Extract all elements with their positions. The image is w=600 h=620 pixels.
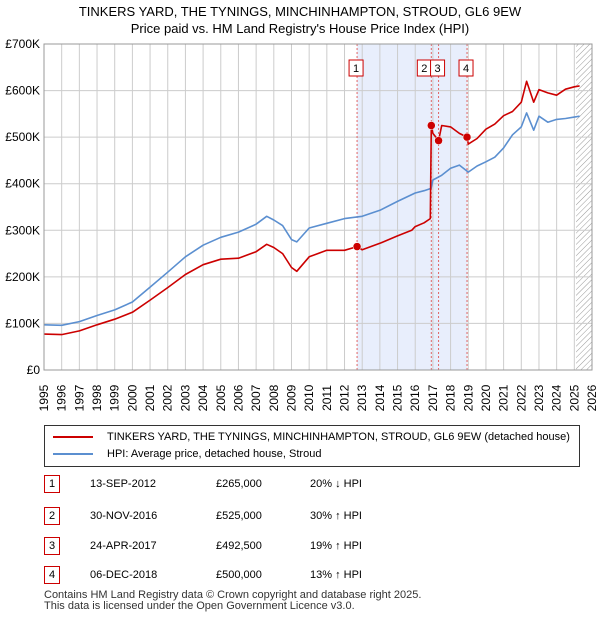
y-tick-label: £600K — [5, 84, 40, 98]
transaction-date: 24-APR-2017 — [90, 540, 157, 552]
legend-swatch-property — [53, 436, 93, 438]
footer-line-2: This data is licensed under the Open Gov… — [44, 600, 355, 612]
x-tick-label: 2024 — [550, 384, 564, 411]
forecast-hatch — [576, 44, 592, 370]
legend-item-property: TINKERS YARD, THE TYNINGS, MINCHINHAMPTO… — [53, 429, 570, 445]
legend-item-hpi: HPI: Average price, detached house, Stro… — [53, 446, 321, 462]
x-tick-label: 2011 — [320, 385, 334, 411]
sale-point — [462, 132, 472, 142]
sale-period-shade — [357, 44, 468, 370]
transaction-date: 30-NOV-2016 — [90, 510, 158, 522]
sale-badge-label: 1 — [353, 63, 359, 75]
transaction-price: £500,000 — [216, 569, 262, 581]
x-tick-label: 2004 — [196, 384, 210, 411]
x-tick-label: 2008 — [267, 384, 281, 411]
x-tick-label: 2006 — [231, 384, 245, 411]
sale-badge-label: 3 — [434, 63, 440, 75]
transaction-badge: 4 — [44, 566, 60, 584]
x-tick-label: 1998 — [90, 384, 104, 411]
x-tick-label: 2017 — [426, 384, 440, 411]
x-tick-label: 1995 — [37, 384, 51, 411]
legend-label-property: TINKERS YARD, THE TYNINGS, MINCHINHAMPTO… — [107, 431, 570, 443]
transaction-hpi: 30% ↑ HPI — [310, 510, 362, 522]
footer-line-1: Contains HM Land Registry data © Crown c… — [44, 589, 422, 601]
x-tick-label: 2019 — [461, 384, 475, 411]
x-tick-label: 2018 — [444, 384, 458, 411]
x-tick-label: 2025 — [567, 384, 581, 411]
sale-badge — [458, 59, 474, 77]
x-tick-label: 2007 — [249, 384, 263, 411]
x-tick-label: 2005 — [214, 384, 228, 411]
sale-badge — [348, 59, 364, 77]
y-tick-label: £0 — [27, 363, 41, 377]
sale-badge — [430, 59, 446, 77]
legend-swatch-hpi — [53, 453, 93, 455]
sale-point — [352, 242, 362, 251]
property-price-line — [44, 80, 580, 336]
chart-subtitle: Price paid vs. HM Land Registry's House … — [130, 21, 470, 36]
y-tick-label: £700K — [5, 37, 40, 51]
x-tick-label: 2009 — [284, 384, 298, 411]
sale-badge-label: 2 — [421, 63, 427, 75]
sale-badge-label: 4 — [463, 63, 469, 75]
x-tick-label: 2002 — [161, 384, 175, 411]
transaction-price: £492,500 — [216, 540, 262, 552]
x-tick-label: 2016 — [408, 384, 422, 411]
y-tick-label: £100K — [5, 316, 40, 330]
transaction-badge: 1 — [44, 475, 60, 493]
x-tick-label: 2012 — [338, 384, 352, 411]
transaction-badge: 2 — [44, 507, 60, 525]
transaction-date: 13-SEP-2012 — [90, 478, 157, 490]
sale-point — [434, 136, 443, 145]
x-tick-label: 2015 — [391, 384, 405, 411]
transaction-date: 06-DEC-2018 — [90, 569, 158, 581]
x-tick-label: 2003 — [178, 384, 192, 411]
x-tick-label: 2000 — [125, 384, 139, 411]
sale-point — [427, 121, 436, 130]
x-tick-label: 2010 — [302, 384, 316, 411]
legend: TINKERS YARD, THE TYNINGS, MINCHINHAMPTO… — [44, 425, 580, 467]
x-tick-label: 1999 — [108, 384, 122, 411]
footer-attribution: Contains HM Land Registry data © Crown c… — [44, 590, 421, 612]
x-tick-label: 2014 — [373, 384, 387, 411]
y-tick-label: £400K — [5, 177, 40, 191]
x-tick-label: 2026 — [585, 384, 599, 411]
legend-label-hpi: HPI: Average price, detached house, Stro… — [107, 448, 322, 460]
transaction-price: £525,000 — [216, 510, 262, 522]
transaction-hpi: 19% ↑ HPI — [310, 540, 362, 552]
transaction-badge: 3 — [44, 537, 60, 555]
chart-title: TINKERS YARD, THE TYNINGS, MINCHINHAMPTO… — [78, 4, 522, 19]
x-tick-label: 2001 — [143, 384, 157, 411]
x-tick-label: 1996 — [55, 384, 69, 411]
transaction-price: £265,000 — [216, 478, 262, 490]
y-tick-label: £200K — [5, 270, 40, 284]
x-tick-label: 2020 — [479, 384, 493, 411]
y-tick-label: £500K — [5, 130, 40, 144]
hpi-line — [44, 112, 580, 327]
transaction-hpi: 13% ↑ HPI — [310, 569, 362, 581]
x-tick-label: 2013 — [355, 384, 369, 411]
x-tick-label: 2023 — [532, 384, 546, 411]
x-tick-label: 2022 — [514, 384, 528, 411]
transaction-hpi: 20% ↓ HPI — [310, 478, 362, 490]
x-tick-label: 1997 — [72, 384, 86, 411]
y-tick-label: £300K — [5, 223, 40, 237]
plot-border — [43, 43, 593, 371]
x-tick-label: 2021 — [497, 384, 511, 411]
